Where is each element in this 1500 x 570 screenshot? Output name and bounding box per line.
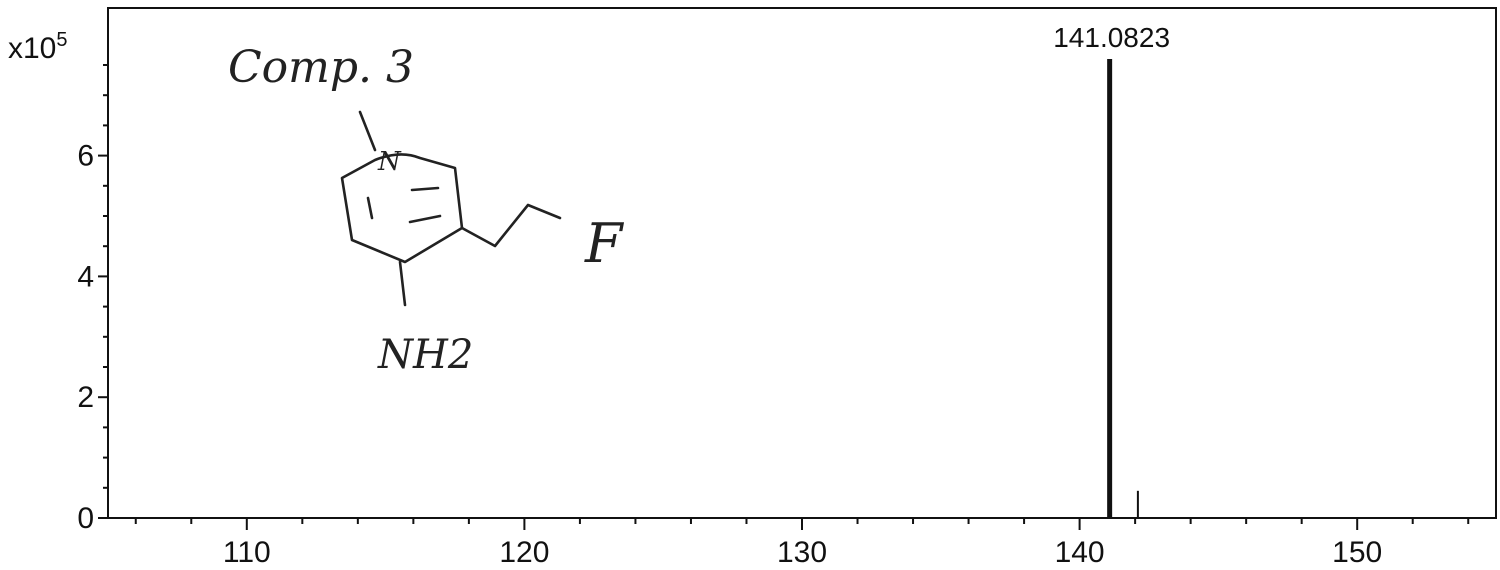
peak-label: 141.0823	[1053, 22, 1170, 53]
y-scale-exponent: 5	[56, 29, 67, 51]
x-axis: 110 120 130 140 150	[134, 518, 1470, 569]
y-axis: 0 2 4 6	[77, 64, 108, 535]
ring-double-bond-2	[408, 214, 442, 224]
x-tick-label: 120	[499, 536, 549, 569]
atom-n-label: N	[377, 147, 402, 177]
atom-f-label: F	[584, 212, 625, 275]
amine-bond	[398, 260, 407, 307]
ring-double-bond-1	[410, 186, 440, 192]
x-tick-label: 110	[223, 536, 271, 569]
amine-label: NH2	[377, 332, 473, 378]
y-tick-label: 6	[77, 140, 94, 173]
y-tick-label: 2	[77, 381, 94, 414]
x-tick-label: 130	[777, 536, 827, 569]
n-to-label-stroke	[358, 110, 377, 152]
handwritten-annotation: Comp. 3 N F NH2	[228, 42, 625, 378]
ring-double-bond-3	[366, 196, 374, 220]
peaks	[1107, 58, 1139, 518]
ring-sketch	[340, 153, 464, 264]
side-chain-sketch	[460, 203, 562, 248]
y-tick-label: 4	[77, 260, 94, 293]
y-tick-label: 0	[77, 502, 94, 535]
y-scale-label: x105	[8, 29, 68, 65]
compound-label: Comp. 3	[228, 42, 414, 93]
x-tick-label: 150	[1332, 536, 1382, 569]
x-tick-label: 140	[1055, 536, 1105, 569]
